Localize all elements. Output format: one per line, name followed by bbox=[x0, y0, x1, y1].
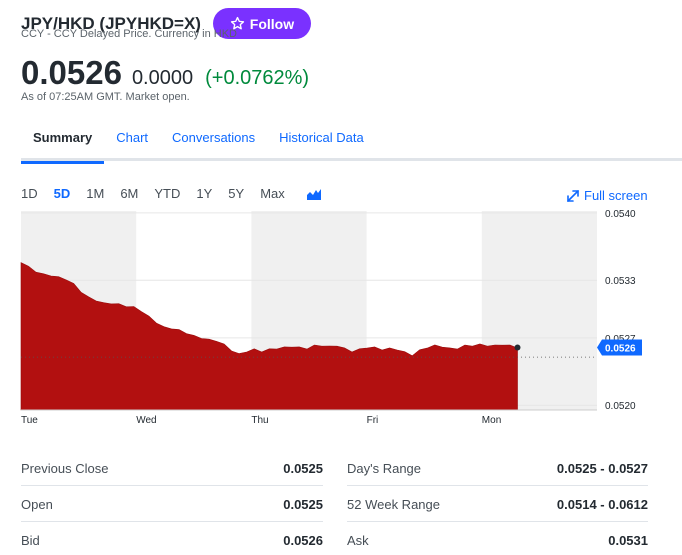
range-6m[interactable]: 6M bbox=[120, 186, 139, 201]
y-tick-label: 0.0527 bbox=[605, 334, 636, 345]
tab-conversations[interactable]: Conversations bbox=[172, 130, 256, 145]
stat-divider bbox=[21, 485, 323, 486]
stat-value: 0.0525 - 0.0527 bbox=[556, 460, 648, 476]
y-tick-label: 0.0533 bbox=[605, 276, 636, 287]
stat-value: 0.0531 bbox=[608, 532, 648, 548]
range-1d[interactable]: 1D bbox=[21, 186, 38, 201]
quote-subtitle: CCY - CCY Delayed Price. Currency in HKD bbox=[21, 28, 237, 40]
stat-value: 0.0514 - 0.0612 bbox=[556, 496, 648, 512]
mountain-chart-icon[interactable] bbox=[306, 188, 321, 200]
stat-label: Ask bbox=[347, 532, 369, 548]
stat-value: 0.0526 bbox=[283, 532, 323, 548]
stat-value: 0.0525 bbox=[283, 460, 323, 476]
fullscreen-button[interactable]: Full screen bbox=[567, 188, 648, 203]
stat-row: Open 0.0525 bbox=[21, 486, 323, 522]
y-tick-label: 0.0540 bbox=[605, 209, 636, 220]
stat-row: Ask 0.0531 bbox=[347, 522, 648, 555]
range-5d[interactable]: 5D bbox=[53, 186, 71, 201]
follow-button[interactable]: Follow bbox=[212, 8, 311, 39]
x-tick-label: Mon bbox=[482, 415, 501, 426]
quote-header: JPY/HKD (JPYHKD=X) Follow CCY - CCY Dela… bbox=[21, 8, 661, 40]
star-icon bbox=[230, 16, 244, 30]
stat-divider bbox=[21, 521, 323, 522]
stat-row: Bid 0.0526 bbox=[21, 522, 323, 555]
stat-row: 52 Week Range 0.0514 - 0.0612 bbox=[347, 486, 648, 522]
x-tick-label: Wed bbox=[136, 415, 156, 426]
range-selector: 1D 5D 1M 6M YTD 1Y 5Y Max bbox=[21, 186, 321, 201]
price-area bbox=[20, 262, 518, 411]
follow-label: Follow bbox=[249, 15, 295, 32]
tab-historical-data[interactable]: Historical Data bbox=[279, 130, 364, 145]
current-price-tag bbox=[597, 339, 642, 356]
y-tick-label: 0.0520 bbox=[605, 401, 636, 412]
range-ytd[interactable]: YTD bbox=[154, 186, 181, 201]
ticker-title: JPY/HKD (JPYHKD=X) bbox=[21, 13, 201, 33]
stat-label: Bid bbox=[21, 532, 40, 548]
price-chart[interactable]: 0.0540 0.0533 0.0527 0.0520 0.0526 Tue Wed Thu F… bbox=[0, 205, 682, 430]
stat-label: Previous Close bbox=[21, 460, 109, 476]
stat-divider bbox=[347, 521, 648, 522]
range-1y[interactable]: 1Y bbox=[196, 186, 213, 201]
expand-icon bbox=[567, 189, 579, 202]
as-of-timestamp: As of 07:25AM GMT. Market open. bbox=[21, 91, 190, 103]
price-change-percent: (+0.0762%) bbox=[205, 67, 310, 89]
stat-divider bbox=[347, 485, 648, 486]
price-row: 0.0526 0.0000 (+0.0762%) bbox=[21, 54, 309, 92]
range-1m[interactable]: 1M bbox=[86, 186, 105, 201]
title-row: JPY/HKD (JPYHKD=X) Follow bbox=[21, 8, 661, 39]
stat-row: Day's Range 0.0525 - 0.0527 bbox=[347, 450, 648, 486]
range-max[interactable]: Max bbox=[260, 186, 285, 201]
range-5y[interactable]: 5Y bbox=[228, 186, 245, 201]
price-change: 0.0000 bbox=[131, 67, 194, 89]
current-price-tag-label: 0.0526 bbox=[605, 344, 636, 355]
current-price-dot bbox=[514, 344, 521, 351]
tab-summary[interactable]: Summary bbox=[21, 120, 105, 164]
fullscreen-label: Full screen bbox=[584, 188, 648, 203]
stat-label: Open bbox=[21, 496, 53, 512]
stat-label: Day's Range bbox=[347, 460, 422, 476]
current-price: 0.0526 bbox=[21, 54, 122, 91]
quote-tabs: Summary Chart Conversations Historical D… bbox=[21, 120, 682, 164]
stat-value: 0.0525 bbox=[283, 496, 323, 512]
x-tick-label: Fri bbox=[367, 415, 379, 426]
x-tick-label: Tue bbox=[21, 415, 38, 426]
tab-chart[interactable]: Chart bbox=[116, 130, 149, 145]
stat-row: Previous Close 0.0525 bbox=[21, 450, 323, 486]
x-tick-label: Thu bbox=[251, 415, 268, 426]
stat-label: 52 Week Range bbox=[347, 496, 440, 512]
